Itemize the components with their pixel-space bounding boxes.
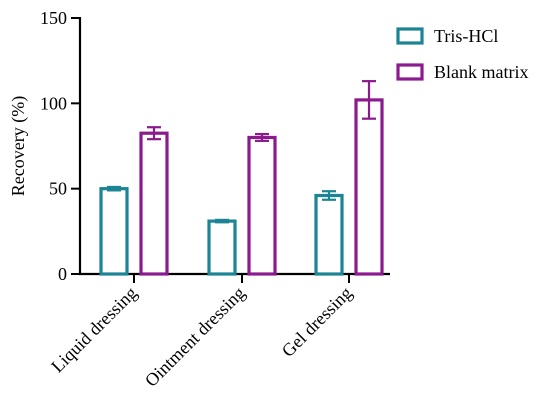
bars: [99, 80, 384, 276]
bar: [314, 193, 344, 276]
y-tick-label: 0: [58, 264, 67, 284]
y-axis-title: Recovery (%): [8, 96, 29, 196]
legend-swatch: [396, 63, 424, 81]
error-bar: [362, 80, 376, 120]
y-tick-label: 50: [49, 179, 67, 199]
bar: [207, 219, 237, 276]
error-bar: [322, 190, 336, 201]
legend: Tris-HCl Blank matrix: [396, 26, 528, 82]
error-bar: [107, 185, 121, 192]
x-tick-label: Liquid dressing: [47, 283, 141, 377]
y-axis: 0 50 100 150: [40, 8, 82, 284]
y-tick-label: 150: [40, 8, 67, 28]
error-bar: [147, 126, 161, 141]
x-axis: Liquid dressing Ointment dressing Gel dres…: [47, 272, 390, 391]
bar: [139, 131, 169, 276]
legend-label: Blank matrix: [434, 62, 528, 82]
legend-label: Tris-HCl: [434, 26, 498, 46]
x-tick-label: Ointment dressing: [141, 283, 249, 391]
legend-swatch: [396, 27, 424, 45]
y-tick-label: 100: [40, 93, 67, 113]
bar: [354, 98, 384, 276]
bar: [99, 187, 129, 276]
x-tick-label: Gel dressing: [278, 283, 356, 361]
bar: [247, 135, 277, 276]
error-bar: [215, 218, 229, 224]
error-bar: [255, 132, 269, 142]
